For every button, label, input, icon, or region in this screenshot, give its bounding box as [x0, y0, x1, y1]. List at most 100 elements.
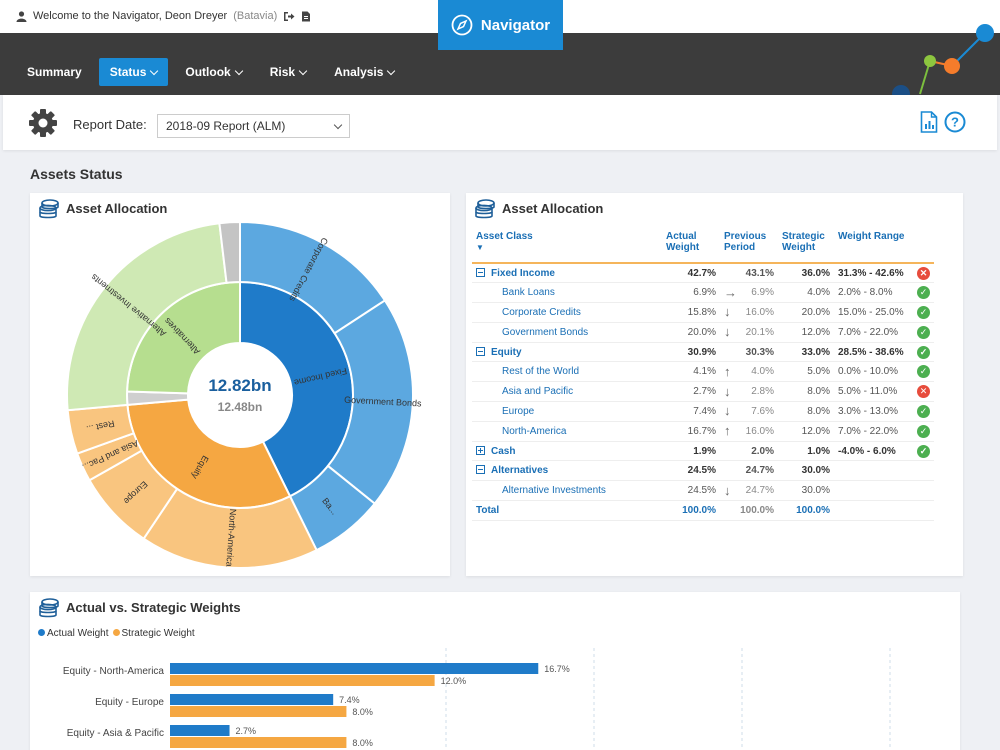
cross-icon: ✕	[917, 266, 930, 280]
asset-class-cell: Equity	[472, 342, 662, 363]
actual-weight-cell: 42.7%	[662, 263, 720, 284]
pdf-report-icon[interactable]	[920, 111, 938, 133]
brand-logo[interactable]: Navigator	[438, 0, 563, 50]
actual-weight-bar[interactable]	[170, 694, 334, 705]
actual-weight-value: 24.5%	[687, 465, 716, 477]
strategic-weight-cell: 12.0%	[778, 421, 834, 442]
sunburst-outer-segment[interactable]	[218, 223, 241, 284]
table-row[interactable]: Fixed Income 42.7% 43.1% 36.0% 31.3% - 42.6%…	[472, 263, 934, 284]
actual-weight-value: 2.7%	[693, 386, 716, 398]
actual-weight-cell: 1.9%	[662, 441, 720, 462]
strategic-weight-value: 12.0%	[801, 326, 830, 338]
col-previous-period-label: Previous Period	[724, 231, 767, 253]
collapse-icon[interactable]	[476, 346, 485, 356]
actual-weight-cell: 15.8%	[662, 302, 720, 323]
nav-outlook[interactable]: Outlook	[174, 58, 252, 86]
check-icon: ✓	[917, 404, 930, 418]
weight-range-value: -4.0% - 6.0%	[838, 445, 896, 457]
gear-icon[interactable]	[28, 108, 58, 138]
sunburst-outer-segment[interactable]	[66, 223, 228, 412]
asset-class-name: Bank Loans	[502, 287, 555, 299]
table-row: Bank Loans 6.9% → 6.9% 4.0% 2.0% - 8.0% ✓	[472, 282, 934, 304]
asset-class-name: Equity	[491, 346, 522, 358]
sunburst-chart[interactable]: Fixed IncomeEquityAlternativesCorporate …	[30, 223, 450, 573]
table-row[interactable]: Cash 1.9% 2.0% 1.0% -4.0% - 6.0% ✓	[472, 441, 934, 462]
cross-icon: ✕	[917, 385, 930, 399]
asset-allocation-table-card: Asset Allocation Asset Class ▼ Actual Wei…	[466, 193, 963, 576]
strategic-weight-bar[interactable]	[170, 706, 347, 717]
check-icon: ✓	[917, 424, 930, 438]
previous-period-cell: ↓ 7.6%	[720, 401, 778, 422]
col-actual-weight[interactable]: Actual Weight	[662, 229, 720, 264]
nav-risk[interactable]: Risk	[259, 58, 317, 86]
collapse-icon[interactable]	[476, 267, 485, 277]
table-row[interactable]: Equity 30.9% 30.3% 33.0% 28.5% - 38.6% ✓	[472, 342, 934, 363]
location-text: (Batavia)	[233, 10, 278, 22]
weight-range-value: 7.0% - 22.0%	[838, 425, 899, 437]
trend-arrow-icon: ↓	[724, 383, 731, 399]
col-previous-period[interactable]: Previous Period	[720, 229, 778, 264]
col-weight-range[interactable]: Weight Range	[834, 229, 934, 264]
table-row[interactable]: Alternatives 24.5% 24.7% 30.0%	[472, 460, 934, 482]
nav-outlook-label: Outlook	[185, 65, 231, 79]
strategic-weight-bar[interactable]	[170, 737, 347, 748]
actual-weight-value: 1.9%	[693, 445, 716, 457]
bar-value-label: 7.4%	[339, 695, 360, 705]
col-strategic-weight[interactable]: Strategic Weight	[778, 229, 834, 264]
previous-period-cell: 2.0%	[720, 441, 778, 462]
expand-icon[interactable]	[476, 445, 485, 455]
document-icon[interactable]	[301, 11, 311, 22]
compass-icon	[451, 14, 473, 36]
legend-dot	[38, 629, 45, 636]
bar-chart-legend: Actual Weight Strategic Weight	[38, 628, 195, 639]
weight-range-value: 31.3% - 42.6%	[838, 267, 904, 279]
weight-range-cell: -4.0% - 6.0% ✓	[834, 441, 934, 462]
weight-range-cell	[834, 460, 934, 482]
previous-period-cell: ↑ 4.0%	[720, 361, 778, 383]
actual-weight-bar[interactable]	[170, 663, 539, 674]
total-value-secondary: 12.48bn	[218, 400, 263, 414]
category-label: Equity - Europe	[95, 697, 164, 708]
previous-period-value: 24.7%	[745, 485, 774, 497]
previous-period-cell: 24.7%	[720, 460, 778, 482]
strategic-weight-value: 33.0%	[801, 346, 830, 358]
table-total-row: Total 100.0% 100.0% 100.0%	[472, 500, 934, 521]
strategic-weight-cell: 5.0%	[778, 361, 834, 383]
weight-range-cell: 3.0% - 13.0% ✓	[834, 401, 934, 422]
sunburst-outer-label: Government Bonds	[344, 395, 422, 409]
asset-class-cell: Rest of the World	[472, 361, 662, 383]
weight-range-cell: 31.3% - 42.6% ✕	[834, 263, 934, 284]
actual-weight-cell: 30.9%	[662, 342, 720, 363]
actual-weight-value: 6.9%	[693, 287, 716, 299]
legend-actual[interactable]: Actual Weight	[38, 628, 109, 639]
asset-class-name: Government Bonds	[502, 326, 589, 338]
table-row: Alternative Investments 24.5% ↓ 24.7% 30.0%	[472, 480, 934, 502]
previous-period-value: 2.8%	[751, 386, 774, 398]
col-asset-class[interactable]: Asset Class ▼	[472, 229, 662, 264]
collapse-icon[interactable]	[476, 465, 485, 475]
weight-range-value: 0.0% - 10.0%	[838, 366, 899, 378]
legend-strategic-label: Strategic Weight	[121, 628, 195, 639]
strategic-weight-cell: 4.0%	[778, 282, 834, 304]
table-row: Europe 7.4% ↓ 7.6% 8.0% 3.0% - 13.0% ✓	[472, 401, 934, 422]
asset-class-name: Alternative Investments	[502, 485, 606, 497]
coins-icon	[475, 199, 495, 219]
trend-arrow-icon: ↑	[724, 423, 731, 439]
bar-value-label: 16.7%	[544, 664, 570, 674]
logout-icon[interactable]	[283, 11, 295, 22]
actual-weight-bar[interactable]	[170, 725, 230, 736]
legend-strategic[interactable]: Strategic Weight	[112, 628, 195, 639]
trend-arrow-icon: ↑	[724, 363, 731, 379]
strategic-weight-bar[interactable]	[170, 675, 435, 686]
nav-summary[interactable]: Summary	[16, 58, 93, 86]
help-icon[interactable]: ?	[944, 111, 966, 133]
nav-analysis[interactable]: Analysis	[323, 58, 405, 86]
check-icon: ✓	[917, 305, 930, 319]
previous-period-value: 100.0%	[740, 504, 774, 516]
actual-weight-value: 4.1%	[693, 366, 716, 378]
sunburst-center	[189, 344, 291, 446]
report-date-select[interactable]: 2018-09 Report (ALM)	[157, 114, 350, 138]
table-row: North-America 16.7% ↑ 16.0% 12.0% 7.0% - 22.0…	[472, 421, 934, 442]
trend-arrow-icon: ↓	[724, 304, 731, 320]
nav-status[interactable]: Status	[98, 58, 169, 86]
